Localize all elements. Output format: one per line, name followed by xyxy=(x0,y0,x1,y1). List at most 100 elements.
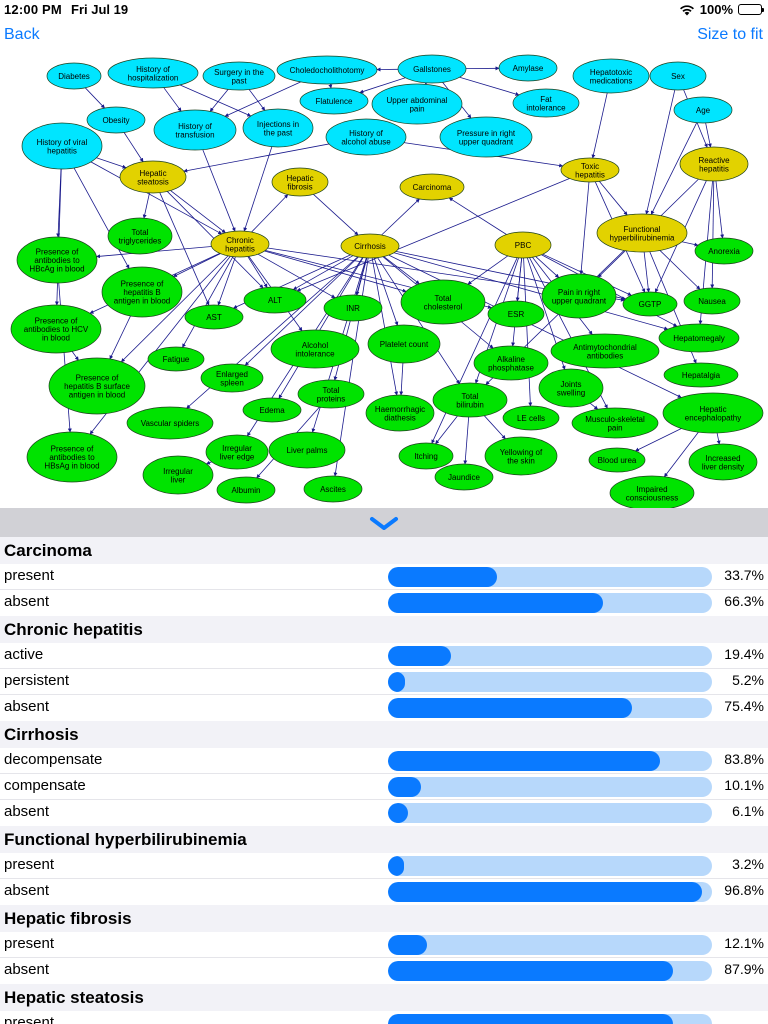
node-ellipse xyxy=(484,436,558,476)
node-sex[interactable]: Sex xyxy=(649,61,707,91)
node-musculo[interactable]: Musculo-skeletal pain xyxy=(571,407,659,439)
state-row[interactable]: absent 96.8% xyxy=(0,879,768,905)
node-age[interactable]: Age xyxy=(673,96,733,124)
node-impaired[interactable]: Impaired consciousness xyxy=(609,475,695,508)
node-choledo[interactable]: Choledocholithotomy xyxy=(276,55,378,85)
node-hist-transf[interactable]: History of transfusion xyxy=(153,109,237,151)
node-ellipse xyxy=(147,346,205,372)
size-to-fit-button[interactable]: Size to fit xyxy=(697,26,763,43)
node-toxic-hep[interactable]: Toxic hepatitis xyxy=(560,157,620,183)
node-ggtp[interactable]: GGTP xyxy=(622,291,678,317)
node-label: Hepatalgia xyxy=(682,371,721,380)
node-platelet[interactable]: Platelet count xyxy=(367,324,441,364)
node-obesity[interactable]: Obesity xyxy=(86,106,146,134)
node-hbs-surface[interactable]: Presence of hepatitis B surface antigen in… xyxy=(48,357,146,415)
node-enlarged-spleen[interactable]: Enlarged spleen xyxy=(200,363,264,393)
node-pressure-ruq[interactable]: Pressure in right upper quadrant xyxy=(439,116,533,158)
node-hepatotoxic[interactable]: Hepatotoxic medications xyxy=(572,58,650,94)
node-irreg-liver[interactable]: Irregular liver xyxy=(142,455,214,495)
edge-hep_steatosis-to-chronic_hep xyxy=(170,190,226,234)
node-chronic-hep[interactable]: Chronic hepatitis xyxy=(210,230,270,258)
state-row[interactable]: present 3.2% xyxy=(0,853,768,879)
node-hep-enceph[interactable]: Hepatic encephalopathy xyxy=(662,392,764,434)
bayesian-network-graph[interactable]: Diabetes History of hospitalization Surgery… xyxy=(0,48,768,508)
node-flatulence[interactable]: Flatulence xyxy=(299,87,369,115)
node-reactive-hep[interactable]: Reactive hepatitis xyxy=(679,146,749,182)
node-amylase[interactable]: Amylase xyxy=(498,54,558,82)
node-albumin[interactable]: Albumin xyxy=(216,476,276,504)
node-hepatomegaly[interactable]: Hepatomegaly xyxy=(658,323,740,353)
node-nausea[interactable]: Nausea xyxy=(683,287,741,315)
edge-hist_viral-to-chronic_hep xyxy=(90,161,223,235)
node-esr[interactable]: ESR xyxy=(487,300,545,328)
node-surgery[interactable]: Surgery in the past xyxy=(202,61,276,91)
node-fatigue[interactable]: Fatigue xyxy=(147,346,205,372)
node-diabetes[interactable]: Diabetes xyxy=(46,62,102,90)
status-date: Fri Jul 19 xyxy=(71,2,129,17)
node-hbcag[interactable]: Presence of antibodies to HBcAg in blood xyxy=(16,236,98,284)
node-ast[interactable]: AST xyxy=(184,304,244,330)
node-func-hyper[interactable]: Functional hyperbilirubinemia xyxy=(596,213,688,253)
node-blood-urea[interactable]: Blood urea xyxy=(588,447,646,473)
node-haemorrhagic[interactable]: Haemorrhagic diathesis xyxy=(365,394,435,432)
node-irreg-edge[interactable]: Irregular liver edge xyxy=(205,434,269,470)
node-gallstones[interactable]: Gallstones xyxy=(397,54,467,84)
node-anti-hbsag[interactable]: Presence of antibodies to HBsAg in blood xyxy=(26,431,118,483)
node-hep-steatosis[interactable]: Hepatic steatosis xyxy=(119,160,187,194)
node-alk-phos[interactable]: Alkaline phosphatase xyxy=(473,345,549,381)
node-total-bili[interactable]: Total bilirubin xyxy=(432,382,508,418)
node-fat-intol[interactable]: Fat intolerance xyxy=(512,88,580,118)
node-hep-fibrosis[interactable]: Hepatic fibrosis xyxy=(271,167,329,197)
state-row[interactable]: present 12.1% xyxy=(0,932,768,958)
node-hist-alcohol[interactable]: History of alcohol abuse xyxy=(325,118,407,156)
state-row[interactable]: absent 87.9% xyxy=(0,958,768,984)
state-row[interactable]: absent 66.3% xyxy=(0,590,768,616)
node-edema[interactable]: Edema xyxy=(242,397,302,423)
node-le-cells[interactable]: LE cells xyxy=(502,405,560,431)
node-total-prot[interactable]: Total proteins xyxy=(297,379,365,409)
node-total-chol[interactable]: Total cholesterol xyxy=(400,279,486,325)
group-header: Chronic hepatitis xyxy=(0,616,768,643)
node-alcohol-intol[interactable]: Alcohol intolerance xyxy=(270,329,360,369)
edge-chronic_hep-to-total_chol xyxy=(264,250,407,293)
node-ellipse xyxy=(683,287,741,315)
node-hepatalgia[interactable]: Hepatalgia xyxy=(663,362,739,388)
state-row[interactable]: present 33.7% xyxy=(0,564,768,590)
node-ellipse xyxy=(572,58,650,94)
state-row[interactable]: absent 75.4% xyxy=(0,695,768,721)
node-cirrhosis[interactable]: Cirrhosis xyxy=(340,233,400,259)
node-ascites[interactable]: Ascites xyxy=(303,475,363,503)
state-row[interactable]: compensate 10.1% xyxy=(0,774,768,800)
node-itching[interactable]: Itching xyxy=(398,442,454,470)
chevron-down-icon[interactable] xyxy=(368,515,400,531)
node-upper-abd[interactable]: Upper abdominal pain xyxy=(371,83,463,125)
node-liver-palms[interactable]: Liver palms xyxy=(268,431,346,469)
node-yellowing[interactable]: Yellowing of the skin xyxy=(484,436,558,476)
back-button[interactable]: Back xyxy=(4,26,40,43)
node-hist-viral[interactable]: History of viral hepatitis xyxy=(21,122,103,170)
state-row[interactable]: decompensate 83.8% xyxy=(0,748,768,774)
state-row[interactable]: active 19.4% xyxy=(0,643,768,669)
node-incr-density[interactable]: Increased liver density xyxy=(688,443,758,481)
node-total-trig[interactable]: Total triglycerides xyxy=(107,217,173,255)
collapse-panel-bar[interactable] xyxy=(0,508,768,537)
state-row[interactable]: absent 6.1% xyxy=(0,800,768,826)
node-label: Pressure in right upper quadrant xyxy=(457,129,516,147)
node-antimito[interactable]: Antimytochondrial antibodies xyxy=(550,333,660,369)
edge-func_hyper-to-anorexia xyxy=(681,241,699,247)
node-alt[interactable]: ALT xyxy=(243,286,307,314)
node-vasc-spiders[interactable]: Vascular spiders xyxy=(126,406,214,440)
node-hcv[interactable]: Presence of antibodies to HCV in blood xyxy=(10,304,102,354)
node-hist-hosp[interactable]: History of hospitalization xyxy=(107,57,199,89)
node-joints[interactable]: Joints swelling xyxy=(538,368,604,408)
node-injections[interactable]: Injections in the past xyxy=(242,108,314,148)
state-row[interactable]: present xyxy=(0,1011,768,1024)
state-row[interactable]: persistent 5.2% xyxy=(0,669,768,695)
node-pbc[interactable]: PBC xyxy=(494,231,552,259)
node-pain-ruq[interactable]: Pain in right upper quadrant xyxy=(541,273,617,319)
node-carcinoma[interactable]: Carcinoma xyxy=(399,173,465,201)
node-anorexia[interactable]: Anorexia xyxy=(694,237,754,265)
node-inr[interactable]: INR xyxy=(323,294,383,322)
node-jaundice[interactable]: Jaundice xyxy=(434,463,494,491)
